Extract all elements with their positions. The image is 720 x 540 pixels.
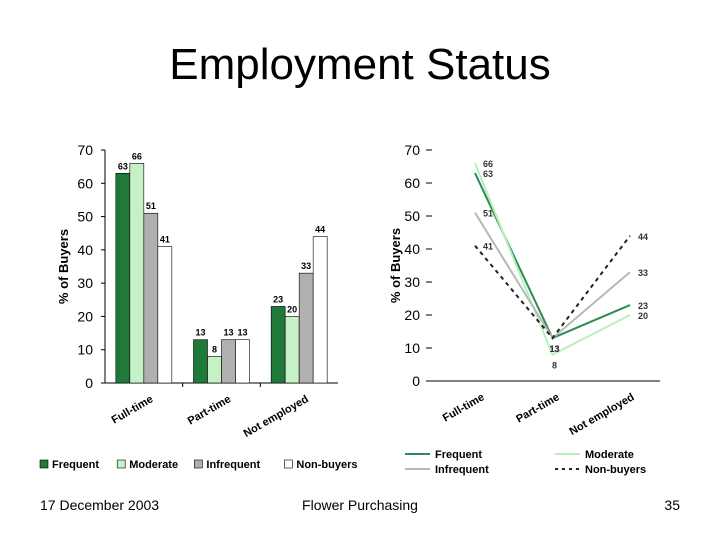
line-legend-label-moderate: Moderate bbox=[585, 449, 634, 461]
line-data-label: 51 bbox=[483, 209, 493, 219]
bar-legend-swatch-moderate bbox=[116, 459, 126, 469]
bar-category-label: Full-time bbox=[110, 393, 156, 426]
bar-non-buyers-full-time bbox=[157, 246, 173, 384]
bar-category-label: Part-time bbox=[186, 393, 233, 427]
line-category-label: Not employed bbox=[568, 391, 637, 438]
bar-y-tick-label: 40 bbox=[77, 242, 93, 258]
bar-legend-label-non-buyers: Non-buyers bbox=[296, 459, 357, 471]
line-category-label: Full-time bbox=[441, 391, 487, 424]
bar-infrequent-full-time bbox=[143, 212, 159, 384]
bar-data-label: 23 bbox=[273, 294, 283, 304]
bar-legend-label-frequent: Frequent bbox=[52, 459, 99, 471]
line-data-label: 20 bbox=[638, 311, 648, 321]
bar-y-tick-label: 0 bbox=[85, 375, 93, 391]
bar-data-label: 33 bbox=[301, 261, 311, 271]
line-series-non-buyers bbox=[474, 235, 631, 340]
line-data-label: 13 bbox=[549, 344, 559, 354]
bar-y-tick-label: 50 bbox=[77, 209, 93, 225]
bar-y-tick-label: 60 bbox=[77, 175, 93, 191]
line-data-label: 13 bbox=[549, 344, 559, 354]
bar-data-label: 44 bbox=[315, 225, 325, 235]
bar-data-label: 41 bbox=[160, 235, 170, 245]
bar-legend-swatch-infrequent bbox=[194, 459, 203, 469]
bar-data-label: 51 bbox=[146, 201, 156, 211]
line-y-tick-label: 40 bbox=[404, 241, 420, 257]
footer-page-number: 35 bbox=[664, 497, 680, 513]
footer-date: 17 December 2003 bbox=[40, 497, 160, 513]
bar-frequent-not-employed bbox=[270, 306, 286, 384]
footer-center: Flower Purchasing bbox=[302, 497, 418, 513]
bar-moderate-part-time bbox=[207, 356, 222, 384]
bar-data-label: 66 bbox=[132, 151, 142, 161]
line-y-axis-label: % of Buyers bbox=[388, 228, 403, 303]
bar-legend-label-moderate: Moderate bbox=[129, 459, 178, 471]
bar-data-label: 20 bbox=[287, 304, 297, 314]
line-series-infrequent bbox=[474, 212, 631, 340]
bar-frequent-full-time bbox=[115, 173, 131, 384]
line-data-label: 66 bbox=[483, 159, 493, 169]
bar-legend-swatch-frequent bbox=[39, 459, 49, 469]
line-data-label: 44 bbox=[638, 232, 648, 242]
bar-data-label: 13 bbox=[195, 328, 205, 338]
line-y-tick-label: 60 bbox=[404, 175, 420, 191]
bar-data-label: 63 bbox=[118, 161, 128, 171]
line-legend-label-infrequent: Infrequent bbox=[435, 464, 489, 476]
line-legend-label-frequent: Frequent bbox=[435, 449, 482, 461]
line-y-tick-label: 50 bbox=[404, 208, 420, 224]
line-y-tick-label: 0 bbox=[412, 373, 420, 389]
line-legend-label-non-buyers: Non-buyers bbox=[585, 464, 646, 476]
line-series-frequent bbox=[474, 172, 631, 340]
bar-y-tick-label: 70 bbox=[77, 142, 93, 158]
line-data-label: 41 bbox=[483, 242, 493, 252]
line-data-label: 23 bbox=[638, 301, 648, 311]
bar-y-tick-label: 10 bbox=[77, 342, 93, 358]
line-y-tick-label: 70 bbox=[404, 142, 420, 158]
bar-legend-swatch-non-buyers bbox=[284, 459, 293, 469]
bar-legend-label-infrequent: Infrequent bbox=[206, 459, 260, 471]
slide-title: Employment Status bbox=[169, 40, 551, 89]
bar-data-label: 8 bbox=[212, 344, 217, 354]
line-data-label: 63 bbox=[483, 169, 493, 179]
bar-category-label: Not employed bbox=[242, 393, 311, 440]
line-y-tick-label: 20 bbox=[404, 307, 420, 323]
line-data-label: 8 bbox=[552, 361, 557, 371]
bar-infrequent-part-time bbox=[221, 339, 236, 384]
line-data-label: 13 bbox=[549, 344, 559, 354]
bar-infrequent-not-employed bbox=[298, 272, 314, 384]
line-category-label: Part-time bbox=[514, 391, 561, 425]
bar-y-tick-label: 20 bbox=[77, 308, 93, 324]
line-series-moderate bbox=[474, 162, 631, 356]
bar-y-axis-label: % of Buyers bbox=[56, 229, 71, 304]
bar-moderate-full-time bbox=[129, 163, 145, 384]
bar-data-label: 13 bbox=[223, 328, 233, 338]
line-data-label: 33 bbox=[638, 268, 648, 278]
bar-frequent-part-time bbox=[193, 339, 208, 384]
bar-non-buyers-not-employed bbox=[312, 236, 328, 384]
line-y-tick-label: 30 bbox=[404, 274, 420, 290]
line-y-tick-label: 10 bbox=[404, 340, 420, 356]
bar-data-label: 13 bbox=[237, 328, 247, 338]
bar-non-buyers-part-time bbox=[235, 339, 250, 384]
bar-moderate-not-employed bbox=[284, 316, 300, 384]
bar-y-tick-label: 30 bbox=[77, 275, 93, 291]
